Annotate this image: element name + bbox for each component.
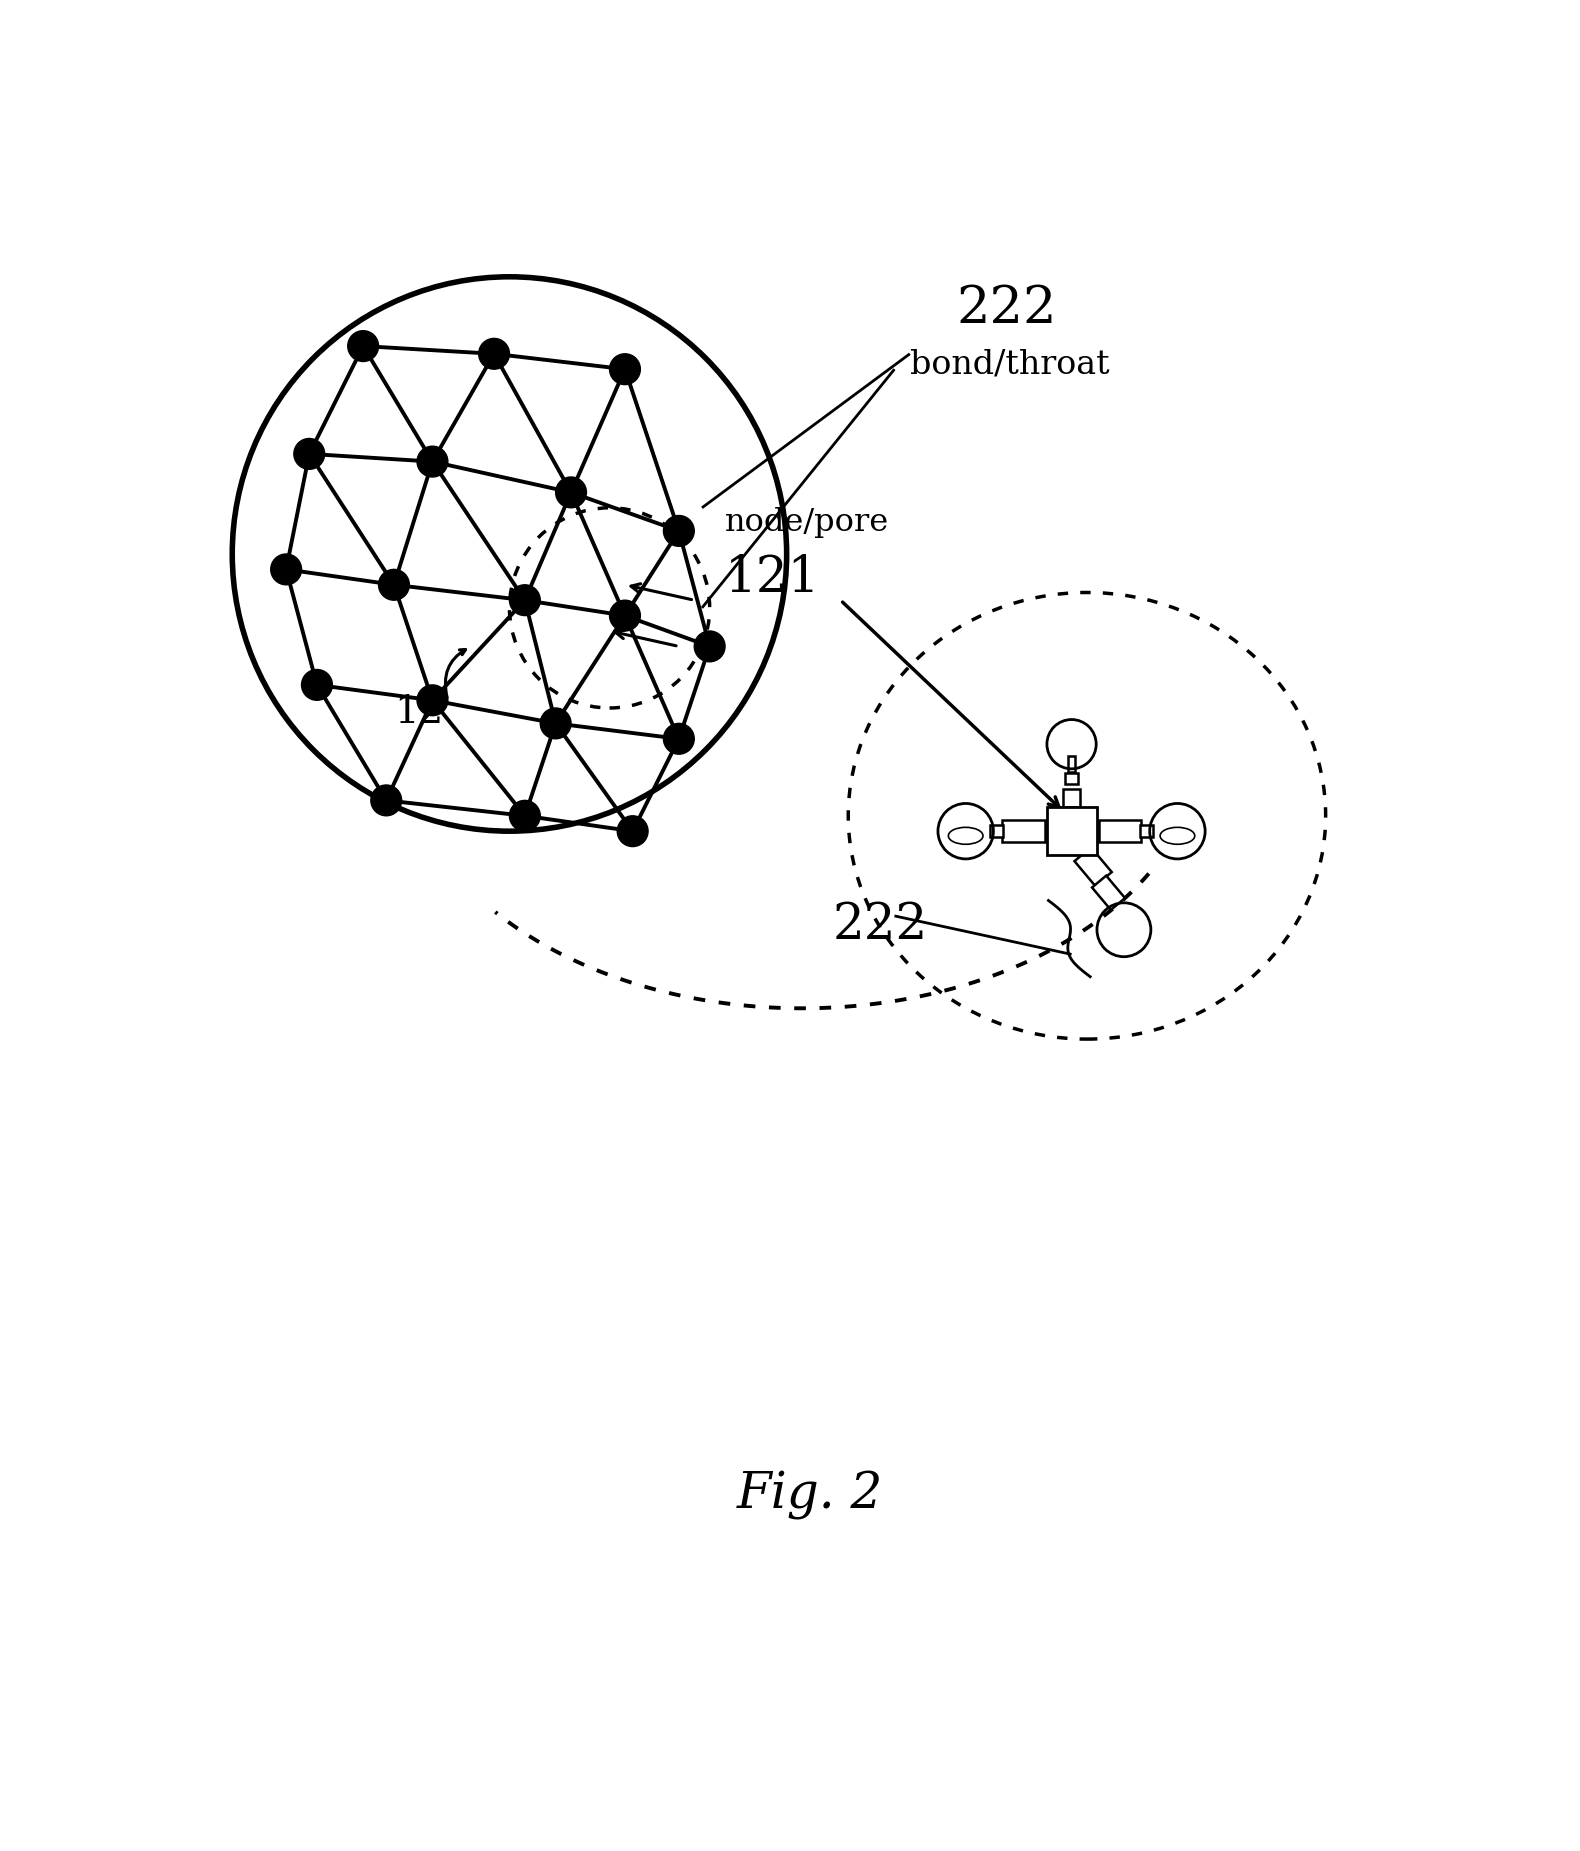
Circle shape	[417, 685, 447, 716]
Circle shape	[694, 631, 725, 663]
Text: Fig. 2: Fig. 2	[736, 1472, 883, 1520]
Circle shape	[417, 446, 447, 478]
Bar	[1098, 820, 1141, 842]
Circle shape	[379, 570, 409, 600]
Bar	[1063, 789, 1081, 807]
Circle shape	[270, 553, 302, 585]
Circle shape	[610, 600, 640, 631]
Circle shape	[664, 515, 694, 546]
Bar	[1068, 757, 1076, 772]
Text: bond/throat: bond/throat	[910, 348, 1109, 379]
Bar	[1074, 848, 1112, 887]
Circle shape	[540, 707, 570, 739]
Bar	[1065, 774, 1078, 785]
Bar	[1141, 826, 1153, 837]
Circle shape	[348, 331, 379, 361]
Circle shape	[618, 816, 648, 846]
Bar	[1002, 820, 1044, 842]
Circle shape	[302, 670, 332, 700]
Circle shape	[294, 439, 324, 470]
Text: 121: 121	[725, 553, 820, 603]
Circle shape	[664, 724, 694, 753]
Circle shape	[479, 339, 509, 368]
Text: 222: 222	[956, 283, 1057, 333]
Circle shape	[509, 585, 540, 616]
Text: node/pore: node/pore	[725, 507, 890, 539]
Text: 12: 12	[393, 694, 444, 731]
Bar	[1046, 807, 1097, 855]
Bar	[1092, 876, 1125, 911]
Circle shape	[610, 354, 640, 385]
Circle shape	[556, 478, 586, 507]
Bar	[991, 826, 1003, 837]
Circle shape	[371, 785, 401, 816]
Circle shape	[509, 800, 540, 831]
Text: 222: 222	[833, 901, 927, 950]
